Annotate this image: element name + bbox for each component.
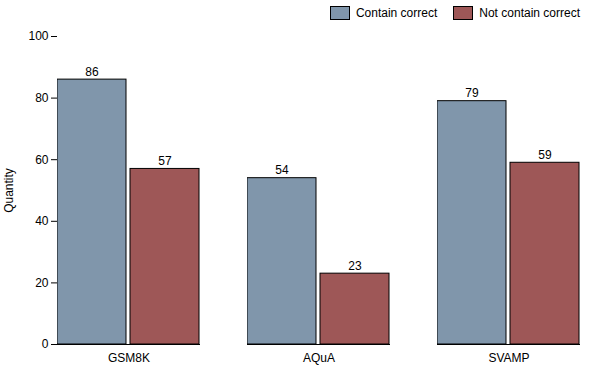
html-text:Contain correct: Contain correct	[355, 6, 438, 20]
svg-text:GSM8K: GSM8K	[108, 351, 150, 365]
svg-text:0: 0	[42, 337, 49, 351]
svg-text:AQuA: AQuA	[303, 351, 335, 365]
svg-text:40: 40	[35, 214, 49, 228]
svg-text:100: 100	[28, 29, 48, 43]
svg-text:54: 54	[275, 163, 289, 177]
svg-text:60: 60	[35, 153, 49, 167]
svg-text:79: 79	[465, 86, 479, 100]
svg-text:57: 57	[158, 154, 172, 168]
svg-text:Quantity: Quantity	[2, 168, 16, 213]
svg-text:23: 23	[348, 259, 362, 273]
html-text:Not contain correct: Not contain correct	[479, 6, 580, 20]
svg-text:59: 59	[538, 148, 552, 162]
svg-text:20: 20	[35, 276, 49, 290]
svg-text:SVAMP: SVAMP	[488, 351, 529, 365]
svg-text:80: 80	[35, 91, 49, 105]
svg-text:86: 86	[85, 65, 99, 79]
